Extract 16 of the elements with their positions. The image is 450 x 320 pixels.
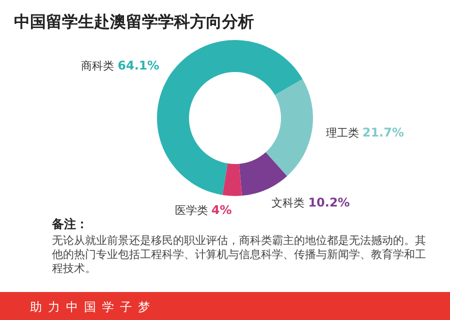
slice-label: 理工类	[326, 126, 362, 140]
slice-label: 医学类	[174, 204, 212, 217]
slice-label: 文科类	[272, 196, 308, 210]
donut-slice	[222, 163, 242, 196]
text: 助力中国学子梦	[30, 300, 156, 314]
text: 备注：	[51, 217, 88, 231]
data-label: 10.2%	[308, 195, 350, 210]
chart-title: 中国留学生赴澳留学学科方向分析	[14, 12, 254, 31]
donut-slice	[239, 152, 288, 196]
data-label: 64.1%	[118, 58, 160, 73]
slice-label: 商科类	[81, 60, 118, 73]
donut-slice	[266, 79, 313, 176]
text: 无论从就业前景还是移民的职业评估，商科类霸主的地位都是无法撼动的。其他的热门专业包括工程科学、计算机与信息科学、传播与新闻学、教育学和工程技术。	[52, 234, 426, 275]
data-label: 21.7%	[362, 125, 404, 140]
data-label: 4%	[211, 202, 232, 217]
donut-slice	[157, 40, 303, 195]
